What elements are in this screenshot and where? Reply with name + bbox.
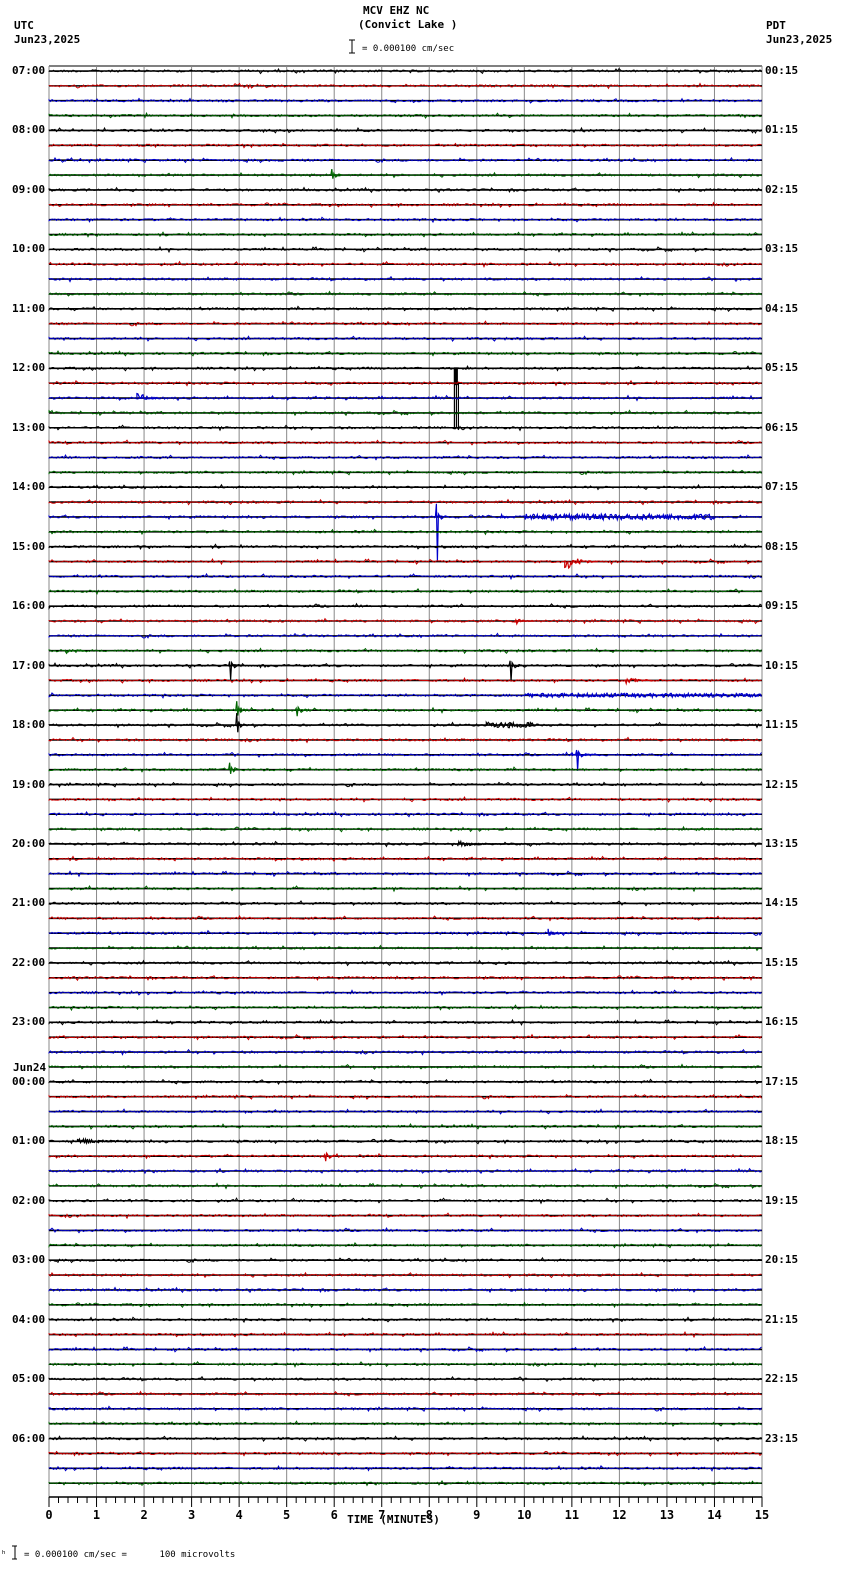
utc-hour-label: 21:00 — [12, 896, 46, 910]
utc-hour-label: 06:00 — [12, 1431, 46, 1445]
pdt-hour-label: 08:15 — [765, 539, 799, 553]
utc-hour-label: 01:00 — [12, 1134, 46, 1148]
x-tick-label: 13 — [660, 1508, 674, 1522]
pdt-hour-label: 23:15 — [765, 1431, 799, 1445]
utc-hour-label: 19:00 — [12, 777, 46, 791]
utc-hour-label: 13:00 — [12, 420, 46, 434]
pdt-hour-label: 20:15 — [765, 1253, 799, 1267]
utc-hour-label: 23:00 — [12, 1015, 46, 1029]
pdt-hour-label: 19:15 — [765, 1193, 799, 1207]
utc-hour-label: 04:00 — [12, 1312, 46, 1326]
x-tick-label: 9 — [473, 1508, 480, 1522]
utc-hour-label: 20:00 — [12, 836, 46, 850]
x-tick-label: 1 — [93, 1508, 100, 1522]
utc-hour-label: 07:00 — [12, 64, 46, 77]
pdt-hour-label: 04:15 — [765, 301, 799, 315]
left-timezone: UTC — [14, 19, 34, 32]
pdt-hour-label: 09:15 — [765, 599, 799, 613]
x-tick-label: 5 — [283, 1508, 290, 1522]
x-tick-label: 12 — [612, 1508, 626, 1522]
x-tick-label: 0 — [45, 1508, 52, 1522]
pdt-hour-label: 03:15 — [765, 242, 799, 256]
utc-hour-label: 00:00 — [12, 1074, 46, 1088]
x-tick-label: 3 — [188, 1508, 195, 1522]
utc-hour-label: 10:00 — [12, 242, 46, 256]
utc-hour-label: 09:00 — [12, 182, 46, 196]
utc-hour-label: 17:00 — [12, 658, 46, 672]
x-tick-label: 2 — [140, 1508, 147, 1522]
pdt-hour-label: 16:15 — [765, 1015, 799, 1029]
pdt-hour-label: 13:15 — [765, 836, 799, 850]
pdt-hour-label: 10:15 — [765, 658, 799, 672]
utc-hour-label: 15:00 — [12, 539, 46, 553]
x-tick-label: 11 — [565, 1508, 579, 1522]
pdt-hour-label: 01:15 — [765, 123, 799, 137]
footer-scale-label: = 0.000100 cm/sec = 100 microvolts — [24, 1550, 236, 1560]
utc-hour-label: 11:00 — [12, 301, 46, 315]
x-tick-label: 8 — [426, 1508, 433, 1522]
utc-hour-label: 16:00 — [12, 599, 46, 613]
x-tick-label: 6 — [331, 1508, 338, 1522]
pdt-hour-label: 14:15 — [765, 896, 799, 910]
pdt-hour-label: 21:15 — [765, 1312, 799, 1326]
x-tick-label: 7 — [378, 1508, 385, 1522]
pdt-hour-label: 12:15 — [765, 777, 799, 791]
pdt-hour-label: 11:15 — [765, 718, 799, 732]
pdt-hour-label: 15:15 — [765, 955, 799, 969]
utc-hour-label: 08:00 — [12, 123, 46, 137]
pdt-hour-label: 17:15 — [765, 1074, 799, 1088]
utc-hour-label: 12:00 — [12, 361, 46, 375]
footer-prefix: ʰ — [1, 1550, 7, 1560]
right-date: Jun23,2025 — [766, 33, 833, 46]
scale-bar-label: = 0.000100 cm/sec — [362, 44, 455, 54]
pdt-hour-label: 06:15 — [765, 420, 799, 434]
pdt-hour-label: 18:15 — [765, 1134, 799, 1148]
station-title: MCV EHZ NC — [363, 4, 430, 17]
utc-hour-label: 05:00 — [12, 1372, 46, 1386]
pdt-hour-label: 02:15 — [765, 182, 799, 196]
x-tick-label: 10 — [517, 1508, 531, 1522]
pdt-hour-label: 00:15 — [765, 64, 799, 77]
date-change-label: Jun24 — [13, 1060, 47, 1074]
left-date: Jun23,2025 — [14, 33, 81, 46]
utc-hour-label: 18:00 — [12, 718, 46, 732]
pdt-hour-label: 07:15 — [765, 480, 799, 494]
utc-hour-label: 22:00 — [12, 955, 46, 969]
x-tick-label: 15 — [755, 1508, 769, 1522]
utc-hour-label: 02:00 — [12, 1193, 46, 1207]
pdt-hour-label: 22:15 — [765, 1372, 799, 1386]
x-tick-label: 14 — [707, 1508, 721, 1522]
pdt-hour-label: 05:15 — [765, 361, 799, 375]
right-timezone: PDT — [766, 19, 786, 32]
utc-hour-label: 14:00 — [12, 480, 46, 494]
x-tick-label: 4 — [236, 1508, 243, 1522]
utc-hour-label: 03:00 — [12, 1253, 46, 1267]
station-location: (Convict Lake ) — [358, 18, 458, 31]
x-axis-label: TIME (MINUTES) — [347, 1513, 440, 1526]
